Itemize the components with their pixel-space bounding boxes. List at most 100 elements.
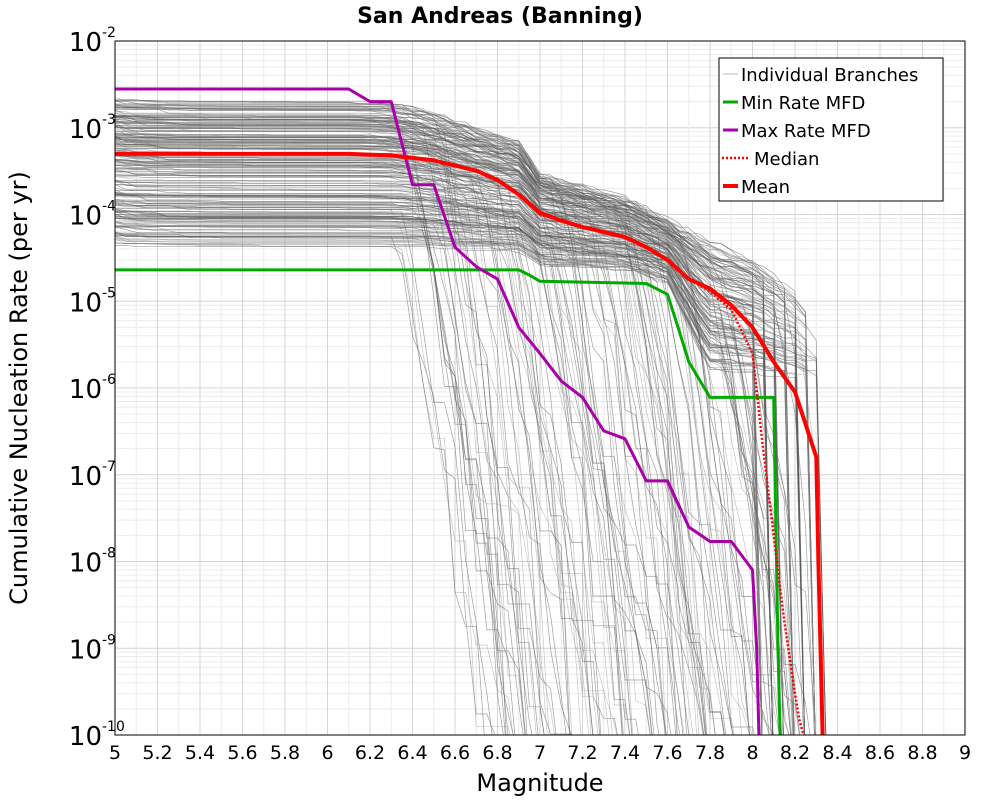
legend-label: Median [754,149,819,170]
branch-line [115,184,750,735]
branch-line [115,216,790,735]
y-tick-exponent: -8 [102,546,116,562]
branch-line [115,237,763,735]
legend-label: Individual Branches [741,65,918,86]
branch-line [115,128,533,735]
branch-line [115,121,716,735]
branch-line [115,169,573,735]
x-tick-label: 7 [534,742,546,764]
y-axis-label: Cumulative Nucleation Rate (per yr) [5,171,33,605]
branch-line [115,200,827,735]
branch-line [115,212,734,735]
y-tick-label: 10 [69,722,102,752]
branch-line [115,100,734,735]
y-tick-exponent: -3 [102,112,116,128]
branch-line [115,234,816,735]
branch-line [115,171,811,735]
branch-line [115,167,524,735]
min-rate-mfd-line [115,268,782,735]
x-tick-label: 5.8 [270,742,300,764]
x-tick-label: 8.2 [780,742,810,764]
x-tick-label: 9 [959,742,971,764]
y-tick-label: 10 [69,375,102,405]
branch-line [115,135,755,735]
branch-line [115,205,631,735]
branch-line [115,107,557,735]
x-tick-label: 7.6 [652,742,682,764]
x-tick-label: 6.8 [482,742,512,764]
branch-line [115,108,677,735]
branch-line [115,141,795,735]
branch-line [115,127,537,735]
branch-line [115,142,592,735]
branch-line [115,125,795,735]
branch-line [115,141,545,735]
plot-frame [114,40,966,736]
branch-line [115,103,805,735]
branch-line [115,171,805,735]
branch-line [115,207,514,735]
branch-line [115,187,706,735]
y-tick-exponent: -4 [102,199,116,215]
branch-line [115,232,773,735]
branch-line [115,152,594,735]
y-tick-exponent: -5 [102,285,116,301]
branch-line [115,222,613,735]
x-tick-label: 5.4 [185,742,215,764]
x-tick-label: 5.2 [142,742,172,764]
branch-line [115,161,774,735]
branch-line [115,162,571,735]
branch-line [115,180,827,735]
legend-label: Mean [741,177,790,198]
legend-label: Min Rate MFD [741,93,865,114]
legend-box [718,57,944,202]
branch-line [115,203,773,735]
branch-line [115,142,795,735]
branch-line [115,99,548,735]
branch-line [115,237,514,735]
y-tick-exponent: -10 [102,719,125,735]
branch-line [115,124,599,735]
branch-line [115,143,816,735]
mean-line [115,151,825,735]
branch-line [115,242,805,735]
branch-line [115,235,792,735]
branch-line [115,103,784,735]
y-tick-label: 10 [69,288,102,318]
branch-line [115,154,763,735]
x-tick-label: 8.8 [907,742,937,764]
x-tick-label: 7.4 [610,742,640,764]
branch-line [115,207,763,735]
x-tick-label: 6.4 [397,742,427,764]
legend-label: Max Rate MFD [741,121,871,142]
branch-line [115,125,506,735]
y-tick-label: 10 [69,462,102,492]
branch-line [115,176,805,735]
branch-line [115,115,774,735]
x-tick-label: 5.6 [227,742,257,764]
chart-title: San Andreas (Banning) [357,4,643,29]
branch-line [115,211,623,735]
branch-line [115,100,806,735]
branch-line [115,109,784,735]
branch-line [115,242,763,735]
branch-line [115,118,685,735]
x-tick-label: 7.2 [567,742,597,764]
y-tick-exponent: -7 [102,459,116,475]
y-tick-label: 10 [69,28,102,58]
branch-line [115,194,780,735]
branch-line [115,139,507,735]
x-ticks: 5 5.2 5.4 5.6 5.8 6 6.2 6.4 6.6 6.8 7 7.2 7.4 7.6 7.8 8… [109,742,971,764]
branch-line [115,117,526,735]
branch-line [115,170,784,735]
y-tick-label: 10 [69,635,102,665]
legend: Individual Branches Min Rate MFD Max Rate … [718,57,944,202]
y-tick-label: 10 [69,549,102,579]
branch-line [115,217,526,735]
branch-line [115,176,795,735]
branch-line [115,226,726,735]
y-tick-label: 10 [69,115,102,145]
branch-line [115,175,570,735]
